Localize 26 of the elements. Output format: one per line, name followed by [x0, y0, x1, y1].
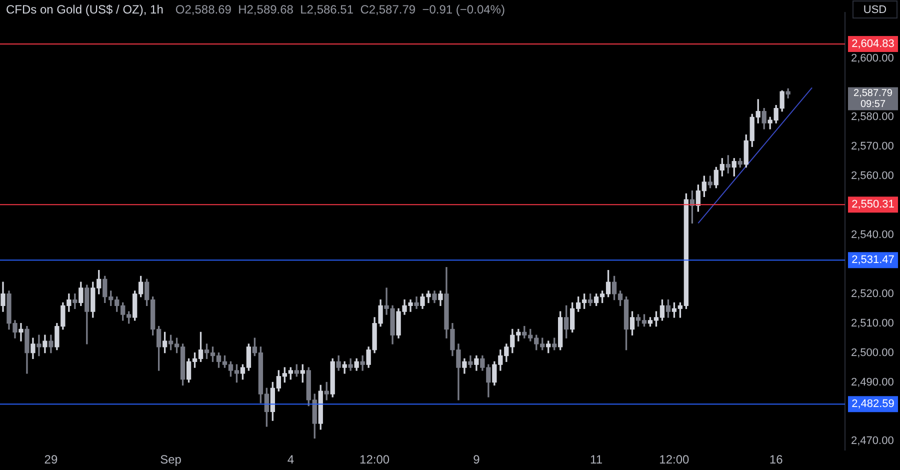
y-tick-label: 2,500.00: [851, 346, 894, 359]
y-tick-label: 2,570.00: [851, 140, 894, 153]
x-tick-label: 4: [287, 452, 294, 467]
x-tick-label: Sep: [160, 452, 182, 467]
x-tick-label: 11: [590, 452, 603, 467]
y-axis-title: USD: [863, 4, 887, 16]
x-tick-label: 16: [769, 452, 784, 467]
y-tick-label: 2,560.00: [851, 170, 894, 182]
x-tick-label: 12:00: [360, 452, 390, 467]
ref-line-label: 2,531.47: [852, 254, 894, 266]
y-tick-label: 2,540.00: [851, 229, 894, 242]
ref-line-label: 2,550.31: [852, 198, 894, 211]
y-tick-label: 2,580.00: [851, 111, 894, 124]
annotation: O2,588.69 H2,589.68 L2,586.51 C2,587.79 −0.91 (−0.04%): [175, 2, 505, 16]
y-tick-label: 2,600.00: [851, 52, 894, 64]
chart-title: CFDs on Gold (US$ / OZ), 1h: [6, 2, 164, 16]
ref-line-label: 2,482.59: [852, 398, 894, 410]
text: 2,587.79 09:57: [854, 88, 893, 110]
y-tick-label: 2,510.00: [851, 317, 894, 330]
x-tick-label: 9: [473, 452, 480, 467]
y-tick-label: 2,490.00: [851, 376, 894, 388]
ref-line-label: 2,604.83: [852, 38, 894, 50]
x-tick-label: 29: [44, 452, 58, 467]
x-tick-label: 12:00: [659, 452, 690, 467]
y-tick-label: 2,520.00: [851, 288, 894, 300]
y-tick-label: 2,470.00: [851, 435, 894, 448]
